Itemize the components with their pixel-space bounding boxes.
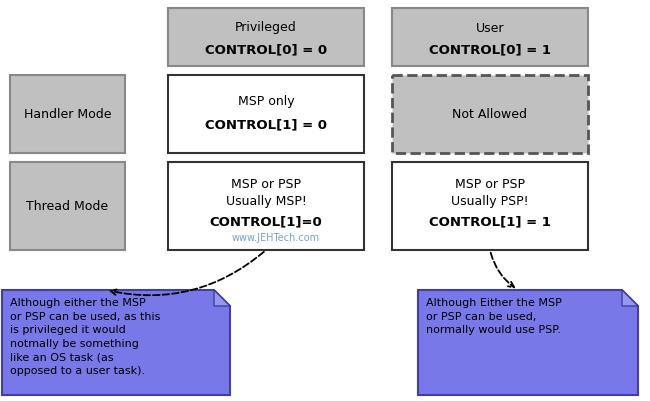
Text: User: User bbox=[476, 22, 504, 34]
Text: MSP or PSP: MSP or PSP bbox=[455, 178, 525, 190]
Bar bbox=[392, 75, 588, 153]
Text: CONTROL[0] = 1: CONTROL[0] = 1 bbox=[429, 43, 551, 57]
Text: CONTROL[1] = 0: CONTROL[1] = 0 bbox=[205, 119, 327, 132]
Text: Handler Mode: Handler Mode bbox=[24, 107, 111, 120]
Bar bbox=[392, 8, 588, 66]
Text: Usually MSP!: Usually MSP! bbox=[226, 196, 306, 209]
Text: MSP or PSP: MSP or PSP bbox=[231, 178, 301, 190]
Text: CONTROL[1]=0: CONTROL[1]=0 bbox=[209, 215, 322, 229]
Text: CONTROL[0] = 0: CONTROL[0] = 0 bbox=[205, 43, 327, 57]
Bar bbox=[10, 162, 125, 250]
Polygon shape bbox=[2, 290, 230, 395]
Text: MSP only: MSP only bbox=[238, 95, 294, 107]
Text: Usually PSP!: Usually PSP! bbox=[451, 196, 529, 209]
Text: Although either the MSP
or PSP can be used, as this
is privileged it would
notma: Although either the MSP or PSP can be us… bbox=[10, 298, 161, 376]
Bar bbox=[392, 162, 588, 250]
Text: www.JEHTech.com: www.JEHTech.com bbox=[232, 233, 320, 243]
Bar bbox=[168, 8, 364, 66]
Text: Not Allowed: Not Allowed bbox=[452, 107, 528, 120]
Bar bbox=[168, 75, 364, 153]
Polygon shape bbox=[214, 290, 230, 306]
Text: CONTROL[1] = 1: CONTROL[1] = 1 bbox=[429, 215, 551, 229]
Text: Although Either the MSP
or PSP can be used,
normally would use PSP.: Although Either the MSP or PSP can be us… bbox=[426, 298, 562, 335]
Polygon shape bbox=[622, 290, 638, 306]
Text: Privileged: Privileged bbox=[235, 22, 297, 34]
Bar bbox=[10, 75, 125, 153]
Polygon shape bbox=[418, 290, 638, 395]
Bar bbox=[168, 162, 364, 250]
Text: Thread Mode: Thread Mode bbox=[27, 200, 109, 213]
